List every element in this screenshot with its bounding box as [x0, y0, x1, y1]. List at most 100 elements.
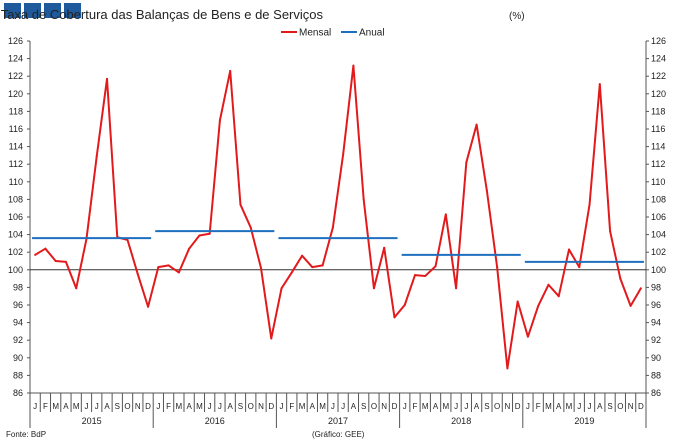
y-tick-label: 110 [9, 177, 23, 187]
y-tick-label: 106 [651, 212, 666, 222]
month-label: A [556, 402, 562, 411]
data-point-mensal [352, 64, 355, 67]
month-label: M [566, 402, 573, 411]
data-point-mensal [639, 287, 642, 290]
y-tick-label: 86 [13, 388, 23, 398]
month-label: O [371, 402, 377, 411]
y-tick-label: 96 [651, 300, 661, 310]
logo-square [4, 3, 21, 18]
month-label: J [84, 402, 88, 411]
data-point-mensal [239, 203, 242, 206]
month-label: S [361, 402, 366, 411]
y-tick-label: 122 [8, 71, 23, 81]
data-point-mensal [229, 69, 232, 72]
y-tick-label: 108 [8, 194, 23, 204]
y-tick-label: 94 [651, 318, 661, 328]
data-point-mensal [547, 283, 550, 286]
data-point-mensal [106, 77, 108, 80]
y-tick-label: 102 [8, 247, 23, 257]
logo-squares [4, 3, 81, 18]
data-point-mensal [301, 254, 304, 257]
data-point-mensal [198, 234, 201, 237]
y-tick-label: 86 [651, 388, 661, 398]
month-label: D [145, 402, 151, 411]
data-point-mensal [75, 287, 78, 290]
data-point-mensal [619, 277, 622, 280]
month-label: J [577, 402, 581, 411]
data-point-mensal [126, 238, 129, 241]
month-label: M [545, 402, 552, 411]
month-label: M [176, 402, 183, 411]
logo-square [24, 3, 41, 18]
month-label: J [331, 402, 335, 411]
y-tick-label: 122 [651, 71, 666, 81]
month-label: F [289, 402, 294, 411]
y-axis-left: 86 88 90 92 94 96 98 100 102 104 106 108 110 112 114 11… [8, 36, 30, 398]
month-label: A [228, 402, 234, 411]
data-point-mensal [188, 247, 191, 250]
data-point-mensal [372, 287, 375, 290]
data-point-mensal [506, 367, 509, 370]
y-tick-label: 116 [651, 124, 665, 134]
month-label: J [526, 402, 530, 411]
year-label: 2015 [82, 416, 102, 426]
y-tick-label: 104 [651, 230, 666, 240]
data-point-mensal [218, 119, 221, 122]
data-point-mensal [290, 271, 293, 274]
month-label: M [299, 402, 306, 411]
data-point-mensal [34, 253, 37, 256]
y-tick-label: 114 [651, 142, 665, 152]
month-label: N [628, 402, 634, 411]
month-label: A [597, 402, 603, 411]
month-label: D [638, 402, 644, 411]
month-label: J [33, 402, 37, 411]
month-label: N [135, 402, 141, 411]
y-tick-label: 98 [13, 282, 23, 292]
y-tick-label: 108 [651, 194, 666, 204]
logo-square [64, 3, 81, 18]
chart-title: Taxa de Cobertura das Balanças de Bens e… [1, 7, 324, 22]
data-point-mensal [526, 335, 529, 338]
data-point-mensal [578, 266, 581, 269]
data-point-mensal [362, 198, 365, 201]
month-label: A [474, 402, 480, 411]
y-tick-label: 88 [13, 370, 23, 380]
y-tick-label: 120 [651, 89, 666, 99]
month-label: J [588, 402, 592, 411]
month-label: A [310, 402, 316, 411]
y-tick-label: 116 [9, 124, 23, 134]
y-tick-label: 100 [8, 265, 23, 275]
data-point-mensal [557, 295, 560, 298]
month-label: J [218, 402, 222, 411]
month-label: S [484, 402, 489, 411]
month-label: O [124, 402, 130, 411]
month-label: S [607, 402, 612, 411]
y-tick-label: 98 [651, 282, 661, 292]
data-point-mensal [260, 267, 262, 270]
y-tick-label: 112 [651, 159, 665, 169]
data-point-mensal [434, 265, 437, 268]
month-label: A [104, 402, 110, 411]
month-label: J [156, 402, 160, 411]
y-tick-label: 88 [651, 370, 661, 380]
month-label: D [268, 402, 274, 411]
y-tick-label: 124 [8, 54, 23, 64]
month-label: A [186, 402, 192, 411]
series-group [32, 64, 644, 370]
data-point-mensal [54, 260, 57, 262]
month-label: M [196, 402, 203, 411]
month-label: F [43, 402, 48, 411]
y-tick-label: 118 [651, 106, 665, 116]
data-point-mensal [609, 230, 612, 233]
data-point-mensal [588, 203, 591, 206]
month-label: F [413, 402, 418, 411]
chart-title-unit: (%) [509, 11, 525, 22]
y-tick-label: 94 [13, 318, 23, 328]
month-label: D [515, 402, 521, 411]
data-point-mensal [64, 260, 67, 263]
y-tick-label: 102 [651, 247, 666, 257]
data-point-mensal [414, 274, 416, 277]
month-label: J [341, 402, 345, 411]
data-point-mensal [568, 248, 570, 251]
